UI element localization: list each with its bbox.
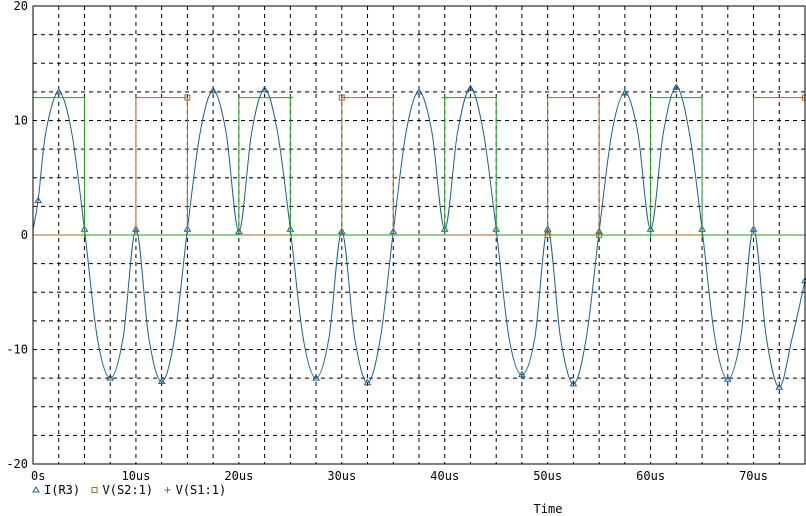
legend-entry: I(R3) (44, 483, 80, 497)
y-tick-label: 0 (21, 228, 28, 242)
x-tick-label: 60us (636, 469, 665, 483)
y-tick-label: 10 (14, 114, 28, 128)
y-tick-label: -20 (6, 457, 28, 471)
y-tick-label: 20 (14, 0, 28, 13)
legend-entry: V(S2:1) (103, 483, 154, 497)
x-tick-label: 70us (739, 469, 768, 483)
x-tick-label: 0s (31, 469, 45, 483)
x-tick-label: 50us (533, 469, 562, 483)
x-tick-label: 40us (430, 469, 459, 483)
legend: I(R3) V(S2:1) V(S1:1) (33, 483, 226, 497)
x-tick-label: 10us (121, 469, 150, 483)
legend-entry: V(S1:1) (176, 483, 227, 497)
x-tick-label: 20us (224, 469, 253, 483)
x-tick-label: 30us (327, 469, 356, 483)
y-tick-label: -10 (6, 343, 28, 357)
x-axis-title: Time (534, 502, 563, 516)
